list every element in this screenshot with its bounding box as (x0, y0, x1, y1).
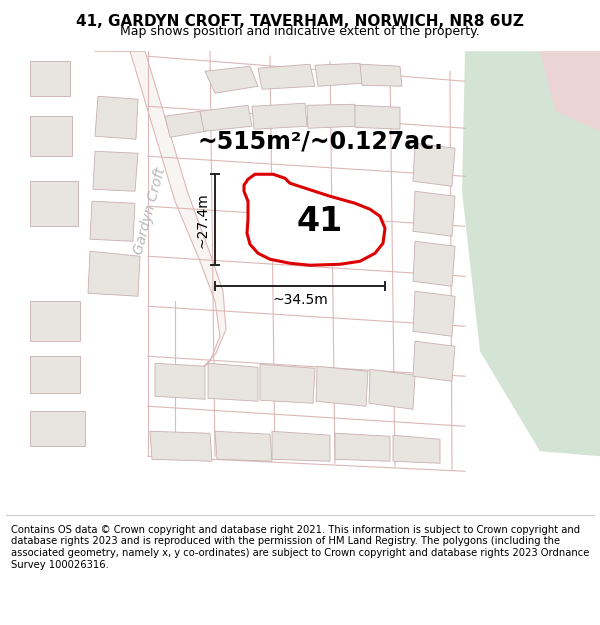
Polygon shape (205, 66, 258, 93)
Polygon shape (355, 105, 400, 129)
Text: Contains OS data © Crown copyright and database right 2021. This information is : Contains OS data © Crown copyright and d… (11, 525, 589, 570)
Polygon shape (360, 64, 402, 86)
Polygon shape (315, 63, 363, 86)
Polygon shape (93, 151, 138, 191)
Polygon shape (30, 301, 80, 341)
Polygon shape (393, 435, 440, 463)
Text: Gardyn Croft: Gardyn Croft (131, 166, 169, 256)
Polygon shape (369, 369, 415, 409)
Polygon shape (95, 96, 138, 139)
Polygon shape (260, 364, 315, 403)
Polygon shape (413, 241, 455, 286)
Polygon shape (316, 366, 368, 406)
Polygon shape (90, 201, 135, 241)
Polygon shape (30, 181, 78, 226)
Polygon shape (30, 411, 85, 446)
Polygon shape (200, 105, 252, 131)
Polygon shape (95, 51, 226, 381)
Polygon shape (215, 431, 272, 461)
Polygon shape (272, 431, 330, 461)
Text: 41, GARDYN CROFT, TAVERHAM, NORWICH, NR8 6UZ: 41, GARDYN CROFT, TAVERHAM, NORWICH, NR8… (76, 14, 524, 29)
Polygon shape (413, 291, 455, 336)
Polygon shape (30, 116, 72, 156)
Polygon shape (88, 251, 140, 296)
Text: 41: 41 (297, 205, 343, 238)
Polygon shape (150, 431, 212, 461)
Polygon shape (413, 191, 455, 236)
Text: Map shows position and indicative extent of the property.: Map shows position and indicative extent… (120, 26, 480, 39)
Polygon shape (540, 51, 600, 131)
Polygon shape (462, 51, 600, 456)
Polygon shape (307, 104, 356, 128)
Polygon shape (335, 433, 390, 461)
Polygon shape (208, 363, 258, 401)
Text: ~34.5m: ~34.5m (272, 293, 328, 308)
Polygon shape (30, 356, 80, 393)
Polygon shape (252, 103, 307, 129)
Polygon shape (413, 143, 455, 186)
Polygon shape (30, 61, 70, 96)
Polygon shape (155, 363, 205, 399)
Text: ~515m²/~0.127ac.: ~515m²/~0.127ac. (197, 129, 443, 153)
Polygon shape (165, 111, 206, 138)
Polygon shape (258, 64, 315, 89)
Polygon shape (413, 341, 455, 381)
Text: ~27.4m: ~27.4m (196, 192, 210, 248)
Polygon shape (244, 174, 385, 265)
